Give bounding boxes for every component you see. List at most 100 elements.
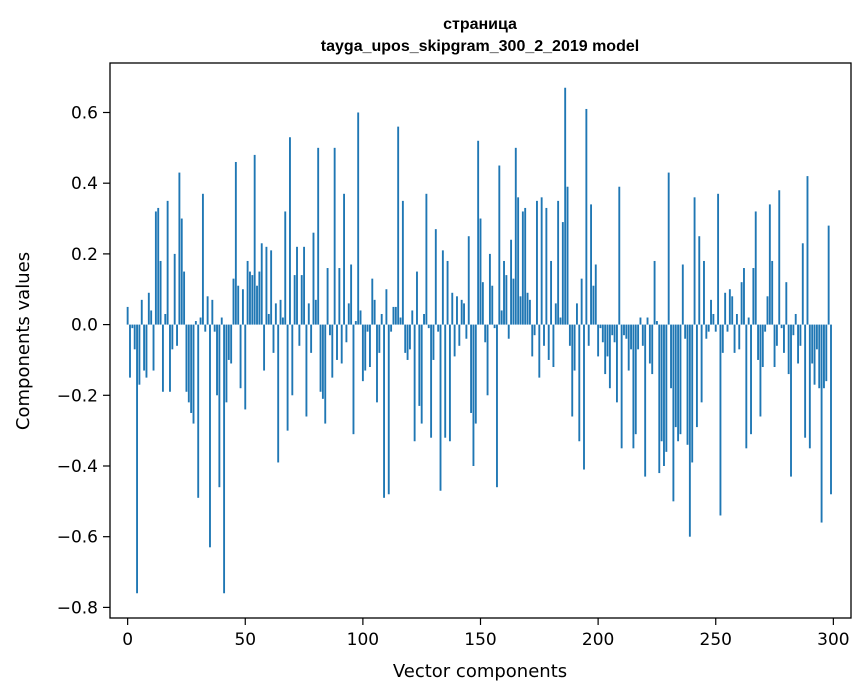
bar — [392, 306, 395, 325]
bar — [234, 161, 237, 325]
bar — [510, 239, 513, 325]
bar — [554, 303, 557, 325]
bar — [453, 324, 456, 357]
bar — [467, 236, 470, 325]
bar — [244, 324, 247, 410]
bar — [293, 275, 296, 325]
bars-group — [126, 87, 832, 594]
bar — [354, 321, 357, 325]
bar — [213, 324, 216, 332]
bar — [265, 246, 268, 325]
bar — [660, 324, 663, 442]
bar — [129, 324, 131, 378]
bar — [641, 324, 644, 346]
bar — [695, 324, 698, 428]
bar — [700, 324, 703, 403]
bar — [281, 317, 284, 325]
x-axis-label: Vector components — [393, 661, 567, 682]
bar — [331, 324, 334, 378]
bar — [743, 268, 745, 325]
bar — [279, 299, 282, 325]
bar — [413, 324, 416, 442]
bar — [136, 324, 138, 594]
bar — [472, 324, 475, 466]
bar — [754, 211, 757, 325]
bar — [731, 296, 734, 325]
bar — [799, 324, 802, 346]
bar — [634, 324, 637, 435]
bar — [550, 260, 553, 325]
bar — [211, 299, 214, 325]
bar — [592, 285, 595, 325]
bar — [310, 324, 313, 353]
bar — [126, 306, 129, 325]
bar — [364, 324, 367, 371]
bar — [717, 193, 720, 325]
bar — [432, 324, 435, 360]
bar — [583, 324, 585, 470]
bar — [411, 310, 414, 325]
bar — [561, 222, 564, 325]
bar — [698, 236, 701, 325]
bar — [194, 321, 197, 325]
bar — [498, 165, 501, 325]
bar — [801, 243, 804, 325]
bar — [347, 303, 350, 325]
x-tick-label: 300 — [817, 630, 849, 650]
bar — [131, 324, 134, 329]
bar — [496, 324, 498, 488]
bar — [185, 324, 188, 392]
bar — [178, 172, 181, 325]
bar — [735, 313, 738, 325]
bar — [688, 324, 691, 537]
bar — [369, 324, 371, 368]
bar — [587, 324, 590, 346]
bar — [613, 324, 616, 343]
bar — [284, 211, 287, 325]
bar — [719, 324, 722, 516]
bar — [639, 317, 642, 325]
bar — [441, 250, 444, 325]
bar — [507, 324, 510, 339]
bar — [663, 324, 665, 466]
x-tick-label: 200 — [582, 630, 614, 650]
bar — [568, 324, 571, 346]
y-axis: −0.8 −0.6 −0.4 −0.2 0.0 0.2 0.4 0.6 — [57, 103, 110, 618]
bar — [606, 324, 609, 357]
bar — [427, 324, 430, 329]
bar — [371, 278, 374, 325]
bar — [444, 324, 447, 438]
bar — [357, 112, 360, 325]
bar — [611, 324, 614, 336]
bar — [319, 324, 322, 392]
bar — [604, 324, 607, 375]
bar — [524, 207, 527, 325]
bar — [488, 253, 491, 325]
bar — [150, 310, 153, 325]
bar — [359, 310, 362, 325]
bar — [794, 313, 797, 325]
bar — [241, 289, 244, 325]
bar — [536, 200, 538, 325]
bar — [338, 268, 341, 325]
bar — [644, 324, 647, 477]
bar — [463, 303, 465, 325]
bar — [201, 193, 204, 325]
bar — [430, 324, 433, 438]
bar — [724, 292, 727, 325]
bar — [397, 126, 400, 325]
y-tick-label: −0.2 — [57, 386, 98, 406]
bar — [557, 200, 560, 325]
bar — [783, 324, 785, 353]
y-tick-label: 0.6 — [71, 103, 98, 123]
bar — [775, 324, 778, 346]
bar — [564, 87, 567, 325]
bar — [710, 299, 712, 325]
bar — [197, 324, 200, 498]
bar — [618, 186, 621, 325]
bar — [761, 324, 764, 368]
bar — [399, 317, 402, 325]
bar — [825, 324, 828, 382]
bar — [552, 324, 555, 368]
bar — [237, 285, 240, 325]
